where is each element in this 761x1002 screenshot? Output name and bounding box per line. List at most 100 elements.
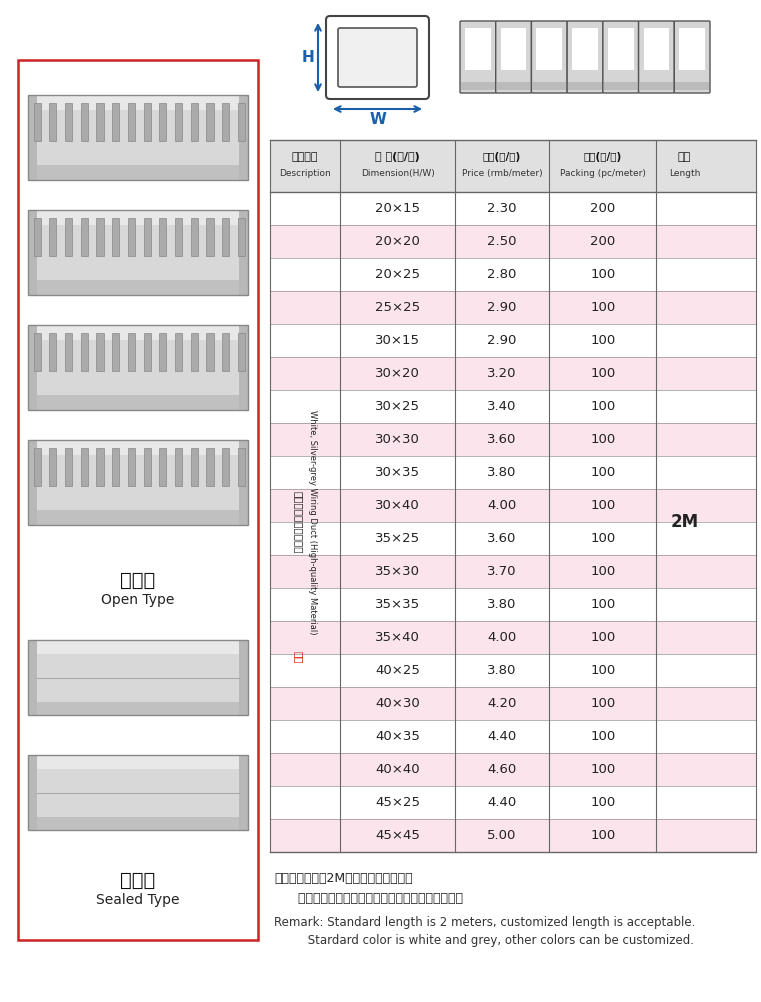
Text: 200: 200	[591, 235, 616, 248]
Bar	[270, 588, 756, 621]
Text: 45×25: 45×25	[375, 796, 420, 809]
Bar	[270, 390, 756, 423]
Text: Sealed Type: Sealed Type	[96, 893, 180, 907]
Bar	[81, 333, 88, 371]
Text: 40×30: 40×30	[375, 697, 420, 710]
Text: Stardard color is white and grey, other colors can be customized.: Stardard color is white and grey, other …	[274, 934, 694, 947]
Text: 标准颜色为白色、銀灰色另可特殊定做各种颜色。: 标准颜色为白色、銀灰色另可特殊定做各种颜色。	[274, 892, 463, 905]
Bar	[81, 448, 88, 486]
Text: 30×25: 30×25	[375, 400, 420, 413]
Bar	[28, 640, 248, 715]
Text: 25×25: 25×25	[375, 301, 420, 314]
Bar	[28, 755, 248, 830]
Bar	[28, 280, 248, 295]
Bar	[33, 448, 40, 486]
Text: 30×20: 30×20	[375, 367, 420, 380]
Bar	[222, 448, 229, 486]
Bar	[159, 448, 167, 486]
Bar	[49, 448, 56, 486]
Bar	[608, 28, 634, 70]
Text: 3.80: 3.80	[487, 598, 517, 611]
Text: 2.30: 2.30	[487, 202, 517, 215]
Text: 2.90: 2.90	[487, 334, 517, 347]
FancyBboxPatch shape	[338, 28, 417, 87]
FancyBboxPatch shape	[326, 16, 429, 99]
Text: 100: 100	[591, 301, 616, 314]
Bar	[28, 210, 248, 295]
Text: 100: 100	[591, 763, 616, 776]
Bar	[144, 448, 151, 486]
Text: 20×20: 20×20	[375, 235, 420, 248]
FancyBboxPatch shape	[638, 21, 674, 93]
Text: 规 格(高/宽): 规 格(高/宽)	[375, 152, 420, 162]
Bar	[644, 28, 669, 70]
Bar	[175, 448, 182, 486]
Text: 2.80: 2.80	[487, 268, 517, 281]
Text: 2.50: 2.50	[487, 235, 517, 248]
Bar	[128, 102, 135, 141]
Bar	[270, 753, 756, 786]
FancyBboxPatch shape	[531, 21, 567, 93]
Bar	[572, 28, 598, 70]
Text: 100: 100	[591, 367, 616, 380]
FancyBboxPatch shape	[567, 21, 603, 93]
Bar	[501, 28, 527, 70]
Text: 开口型: 开口型	[120, 570, 156, 589]
Bar	[81, 102, 88, 141]
Bar	[270, 654, 756, 687]
Text: 注：标准长度为2M，可提供定长服务。: 注：标准长度为2M，可提供定长服务。	[274, 872, 412, 885]
Bar	[191, 448, 198, 486]
Text: 35×40: 35×40	[375, 631, 420, 644]
Text: 产品名称: 产品名称	[292, 152, 319, 162]
Text: Length: Length	[669, 168, 700, 177]
Text: 3.40: 3.40	[487, 400, 517, 413]
Text: 45×45: 45×45	[375, 829, 420, 842]
Bar	[533, 82, 566, 90]
Text: 35×35: 35×35	[375, 598, 420, 611]
Bar	[239, 755, 248, 830]
Text: 100: 100	[591, 499, 616, 512]
Text: 40×40: 40×40	[375, 763, 420, 776]
Text: 5.00: 5.00	[487, 829, 517, 842]
Text: 单价(元/米): 单价(元/米)	[483, 152, 521, 162]
Text: 100: 100	[591, 433, 616, 446]
Bar	[270, 357, 756, 390]
Text: Remark: Standard length is 2 meters, customized length is acceptable.: Remark: Standard length is 2 meters, cus…	[274, 916, 696, 929]
Bar	[28, 640, 248, 653]
Bar	[65, 217, 72, 256]
Bar	[112, 448, 119, 486]
Text: 100: 100	[591, 829, 616, 842]
Bar	[222, 333, 229, 371]
Bar	[81, 217, 88, 256]
Bar	[206, 102, 214, 141]
Bar	[206, 217, 214, 256]
Text: 30×15: 30×15	[375, 334, 420, 347]
Bar	[33, 102, 40, 141]
Bar	[270, 555, 756, 588]
Text: 100: 100	[591, 796, 616, 809]
Text: 200: 200	[591, 202, 616, 215]
Text: W: W	[369, 111, 386, 126]
Bar	[33, 217, 40, 256]
Bar	[128, 333, 135, 371]
Bar	[270, 786, 756, 819]
Text: 30×30: 30×30	[375, 433, 420, 446]
Bar	[28, 210, 248, 225]
Bar	[237, 217, 245, 256]
Text: Packing (pc/meter): Packing (pc/meter)	[560, 168, 646, 177]
Bar	[97, 102, 103, 141]
Bar	[465, 28, 491, 70]
Bar	[270, 423, 756, 456]
Text: 100: 100	[591, 631, 616, 644]
Bar	[28, 95, 248, 110]
Text: 正料: 正料	[293, 650, 303, 663]
Bar	[49, 217, 56, 256]
Bar	[222, 217, 229, 256]
Text: 4.40: 4.40	[488, 730, 517, 743]
Bar	[28, 701, 248, 715]
Bar	[33, 333, 40, 371]
Bar	[270, 456, 756, 489]
Bar	[270, 489, 756, 522]
Bar	[128, 217, 135, 256]
Text: 3.20: 3.20	[487, 367, 517, 380]
